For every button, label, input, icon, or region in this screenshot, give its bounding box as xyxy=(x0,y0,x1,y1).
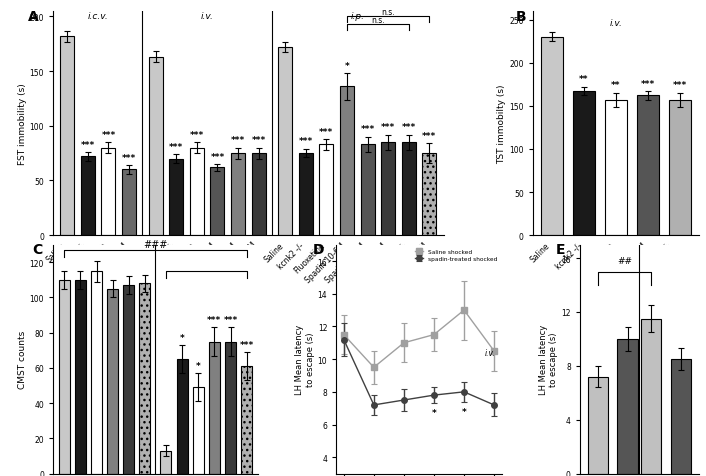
Text: *: * xyxy=(196,361,201,370)
Text: ***: *** xyxy=(673,81,687,90)
Y-axis label: FST immobility (s): FST immobility (s) xyxy=(18,83,27,165)
Y-axis label: TST immobilty (s): TST immobilty (s) xyxy=(498,84,506,163)
Text: i.c.v.: i.c.v. xyxy=(88,11,109,20)
Bar xyxy=(209,342,220,474)
Text: B: B xyxy=(516,10,527,24)
Bar xyxy=(278,48,292,236)
Text: E: E xyxy=(556,243,566,257)
Bar xyxy=(231,154,245,236)
Bar xyxy=(210,168,225,236)
Y-axis label: CMST counts: CMST counts xyxy=(18,330,27,388)
Bar xyxy=(618,339,638,474)
Text: ***: *** xyxy=(239,340,253,349)
Text: ***: *** xyxy=(360,125,375,134)
Bar xyxy=(541,38,563,236)
Bar xyxy=(422,154,436,236)
Text: ***: *** xyxy=(208,315,222,324)
Bar xyxy=(102,149,116,236)
Bar xyxy=(190,149,204,236)
Bar xyxy=(91,271,102,474)
Bar xyxy=(107,289,118,474)
Text: ***: *** xyxy=(319,127,333,136)
Text: C: C xyxy=(32,243,42,257)
Bar xyxy=(193,387,204,474)
Bar xyxy=(169,159,184,236)
Bar xyxy=(241,367,252,474)
Bar xyxy=(81,157,95,236)
Bar xyxy=(319,145,333,236)
Bar xyxy=(671,359,691,474)
Bar xyxy=(124,286,134,474)
Text: i.p.: i.p. xyxy=(350,11,364,20)
Text: ***: *** xyxy=(422,132,436,141)
Bar xyxy=(641,319,662,474)
Text: A: A xyxy=(28,10,38,24)
Text: n.s.: n.s. xyxy=(381,8,395,17)
Bar xyxy=(669,100,690,236)
Bar xyxy=(637,96,659,236)
Text: *: * xyxy=(345,62,349,71)
Legend: Saline shocked, spadin-treated shocked: Saline shocked, spadin-treated shocked xyxy=(414,248,498,262)
Text: ***: *** xyxy=(102,130,116,139)
Text: ***: *** xyxy=(381,123,395,132)
Bar xyxy=(160,451,172,474)
Text: n.s.: n.s. xyxy=(371,15,385,24)
Bar xyxy=(60,37,74,236)
Text: ##: ## xyxy=(617,256,632,265)
Text: ***: *** xyxy=(223,315,238,324)
Bar xyxy=(605,100,627,236)
Bar xyxy=(573,92,594,236)
Text: i.v.: i.v. xyxy=(485,348,496,357)
Bar xyxy=(251,154,265,236)
Text: ***: *** xyxy=(169,143,184,151)
Bar xyxy=(149,58,163,236)
Text: i.v.: i.v. xyxy=(201,11,214,20)
Text: ***: *** xyxy=(190,130,204,139)
Text: *: * xyxy=(180,333,184,342)
Bar xyxy=(75,280,86,474)
Text: ***: *** xyxy=(251,136,265,145)
Bar xyxy=(587,377,608,474)
Y-axis label: LH Mean latency
to escape (s): LH Mean latency to escape (s) xyxy=(539,324,558,395)
Bar xyxy=(340,87,354,236)
Bar xyxy=(176,359,188,474)
Bar xyxy=(225,342,236,474)
Bar xyxy=(59,280,70,474)
Text: *: * xyxy=(431,408,436,417)
Text: ***: *** xyxy=(640,79,655,89)
Y-axis label: LH Mean latency
to escape (s): LH Mean latency to escape (s) xyxy=(295,324,315,395)
Bar xyxy=(402,143,416,236)
Text: ***: *** xyxy=(299,137,313,146)
Text: ***: *** xyxy=(122,154,136,162)
Text: ***: *** xyxy=(402,123,416,132)
Text: ***: *** xyxy=(210,152,225,161)
Text: ***: *** xyxy=(231,136,245,145)
Text: ###: ### xyxy=(143,239,167,249)
Text: **: ** xyxy=(579,75,589,84)
Bar xyxy=(299,154,313,236)
Text: i.v.: i.v. xyxy=(609,19,622,28)
Text: **: ** xyxy=(611,81,621,90)
Text: *: * xyxy=(462,407,467,416)
Text: D: D xyxy=(313,243,325,257)
Bar xyxy=(140,284,150,474)
Bar xyxy=(122,170,136,236)
Bar xyxy=(381,143,395,236)
Bar xyxy=(361,145,374,236)
Text: ***: *** xyxy=(80,140,95,149)
